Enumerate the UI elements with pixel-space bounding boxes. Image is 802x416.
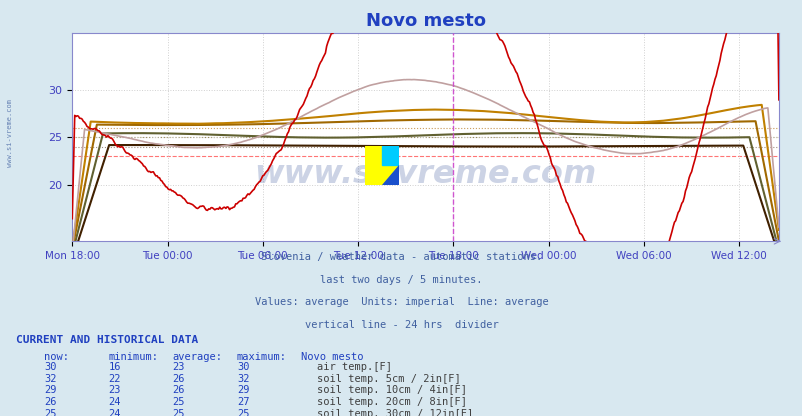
- Text: www.si-vreme.com: www.si-vreme.com: [7, 99, 14, 167]
- Text: soil temp. 30cm / 12in[F]: soil temp. 30cm / 12in[F]: [317, 409, 473, 416]
- Text: 30: 30: [44, 362, 57, 372]
- Text: air temp.[F]: air temp.[F]: [317, 362, 391, 372]
- Text: 24: 24: [108, 409, 121, 416]
- Text: www.si-vreme.com: www.si-vreme.com: [254, 159, 596, 190]
- Text: 26: 26: [172, 374, 185, 384]
- Text: Slovenia / weather data - automatic stations.: Slovenia / weather data - automatic stat…: [261, 252, 541, 262]
- Text: 25: 25: [172, 397, 185, 407]
- Title: Novo mesto: Novo mesto: [365, 12, 485, 30]
- Text: average:: average:: [172, 352, 222, 362]
- Text: minimum:: minimum:: [108, 352, 158, 362]
- Text: now:: now:: [44, 352, 69, 362]
- Text: 32: 32: [44, 374, 57, 384]
- Text: 29: 29: [237, 385, 249, 395]
- Text: last two days / 5 minutes.: last two days / 5 minutes.: [320, 275, 482, 285]
- Polygon shape: [365, 146, 399, 185]
- Polygon shape: [382, 165, 399, 185]
- Polygon shape: [382, 146, 399, 165]
- Text: Values: average  Units: imperial  Line: average: Values: average Units: imperial Line: av…: [254, 297, 548, 307]
- Text: soil temp. 10cm / 4in[F]: soil temp. 10cm / 4in[F]: [317, 385, 467, 395]
- Text: 27: 27: [237, 397, 249, 407]
- Text: 29: 29: [44, 385, 57, 395]
- Text: 25: 25: [172, 409, 185, 416]
- Text: 25: 25: [237, 409, 249, 416]
- Text: CURRENT AND HISTORICAL DATA: CURRENT AND HISTORICAL DATA: [16, 335, 198, 345]
- Text: 23: 23: [108, 385, 121, 395]
- Text: 24: 24: [108, 397, 121, 407]
- Text: 22: 22: [108, 374, 121, 384]
- Text: 32: 32: [237, 374, 249, 384]
- Text: 26: 26: [172, 385, 185, 395]
- Text: 26: 26: [44, 397, 57, 407]
- Text: Novo mesto: Novo mesto: [301, 352, 363, 362]
- Text: soil temp. 5cm / 2in[F]: soil temp. 5cm / 2in[F]: [317, 374, 460, 384]
- Text: vertical line - 24 hrs  divider: vertical line - 24 hrs divider: [304, 320, 498, 330]
- Text: 23: 23: [172, 362, 185, 372]
- Text: maximum:: maximum:: [237, 352, 286, 362]
- Text: 30: 30: [237, 362, 249, 372]
- Text: 25: 25: [44, 409, 57, 416]
- Text: soil temp. 20cm / 8in[F]: soil temp. 20cm / 8in[F]: [317, 397, 467, 407]
- Text: 16: 16: [108, 362, 121, 372]
